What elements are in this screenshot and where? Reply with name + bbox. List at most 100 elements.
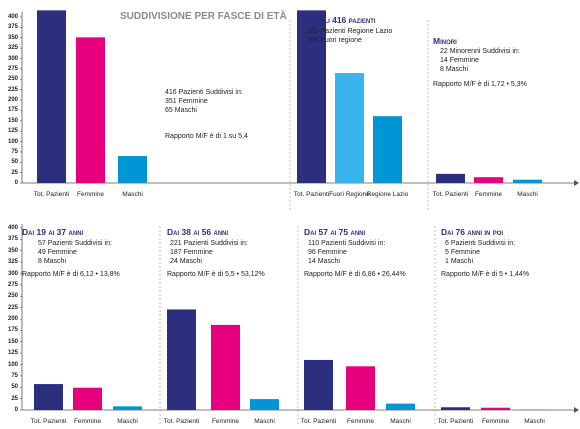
y-tick-label: 50 [11,159,18,166]
y-tick-label: 25 [11,395,18,402]
x-tick-label: Fuori Regione [329,191,370,198]
y-tick-label: 375 [7,236,18,243]
bar [441,407,470,410]
x-tick-label: Femmine [346,418,375,425]
bar [297,10,326,183]
annotation: 65 Maschi [165,107,197,114]
y-tick-label: 325 [7,259,18,266]
y-tick-label: 350 [7,247,18,254]
annotation: 5 Femmine [445,249,481,256]
panel-heading: Dai 57 ai 75 anni [304,227,366,237]
y-tick-label: 350 [7,34,18,41]
y-tick-label: 75 [11,372,18,379]
annotation: 110 Pazienti Suddivisi in: [308,240,386,247]
ratio-note: Rapporto M/F è di 1 su 5,4 [165,133,248,140]
x-tick-label: Maschi [122,191,143,198]
y-tick-label: 400 [7,14,18,20]
y-tick-label: 225 [7,304,18,311]
y-tick-label: 125 [7,350,18,357]
y-tick-label: 75 [11,148,18,155]
y-tick-label: 0 [14,407,18,413]
y-tick-label: 100 [7,361,18,368]
panel-heading: Dai 76 anni in poi [441,227,504,237]
y-tick-label: 150 [7,338,18,345]
bar [113,406,142,410]
annotation: 351 Femmine [165,98,208,105]
bar [304,359,333,410]
annotation: 14 Maschi [308,258,340,265]
bar [346,366,375,410]
annotation: 265 Fuori regione [307,37,362,44]
y-tick-label: 200 [7,316,18,322]
ratio-note: Rapporto M/F è di 6,12 • 13,8% [22,271,120,278]
annotation: 8 Maschi [440,66,469,73]
y-tick-label: 300 [7,55,18,62]
bar [386,403,415,410]
y-tick-label: 400 [7,225,18,231]
x-tick-label: Tot. Pazienti [163,418,200,425]
y-tick-label: 50 [11,384,18,391]
annotation: 221 Pazienti Suddivisi in: [170,240,248,247]
x-tick-label: Maschi [254,418,275,425]
bar [167,309,196,410]
y-tick-label: 100 [7,138,18,145]
x-tick-label: Femmine [73,418,102,425]
bar [335,73,364,183]
x-tick-label: Femmine [481,418,510,425]
ratio-note: Rapporto M/F è di 1,72 • 5,3% [433,81,527,88]
x-tick-label: Tot. Pazienti [293,191,330,198]
y-tick-label: 150 [7,117,18,124]
x-tick-label: Tot. Pazienti [30,418,67,425]
ratio-note: Rapporto M/F è di 6,86 • 26,44% [304,271,406,278]
y-tick-label: 0 [14,180,18,186]
x-tick-label: Maschi [117,418,138,425]
panel-heading: Minori [433,36,457,46]
axis-arrow [574,407,579,413]
axis-arrow [574,180,579,186]
x-tick-label: Femmine [474,191,503,198]
annotation: 187 Femmine [170,249,213,256]
bar [250,399,279,410]
annotation: 1 Maschi [445,258,474,265]
y-tick-label: 200 [7,97,18,103]
x-tick-label: Maschi [524,418,545,425]
ratio-note: Rapporto M/F è di 5 • 1,44% [441,271,530,278]
annotation: 22 Minorenni Suddivisi in: [440,48,520,55]
bar [211,324,240,410]
bar [481,407,510,410]
x-tick-label: Tot. Pazienti [432,191,469,198]
annotation: 14 Femmine [440,57,479,64]
bar [34,384,63,410]
bar [73,387,102,410]
x-tick-label: Tot. Pazienti [33,191,70,198]
y-tick-label: 250 [7,293,18,300]
bar [76,37,105,184]
y-tick-label: 250 [7,76,18,83]
x-tick-label: Maschi [390,418,411,425]
annotation: 161 Pazienti Regione Lazio [307,28,393,35]
annotation: 96 Femmine [308,249,347,256]
bar [373,116,402,183]
x-tick-label: Tot. Pazienti [437,418,474,425]
annotation: 6 Pazienti Suddivisi in: [445,240,516,247]
annotation: 416 Pazienti Suddivisi in: [165,89,243,96]
y-tick-label: 375 [7,24,18,31]
bar [436,173,465,183]
annotation: 24 Maschi [170,258,202,265]
panel-heading: Dai 19 ai 37 anni [22,227,84,237]
panel-heading: Totali 416 pazienti [307,15,376,25]
bar [118,156,147,183]
y-tick-label: 125 [7,128,18,135]
x-tick-label: Maschi [517,191,538,198]
ratio-note: Rapporto M/F è di 5,5 • 53,12% [167,271,265,278]
y-tick-label: 175 [7,107,18,114]
y-tick-label: 225 [7,86,18,93]
y-tick-label: 25 [11,169,18,176]
y-tick-label: 325 [7,45,18,52]
annotation: 8 Maschi [38,258,67,265]
x-tick-label: Femmine [211,418,240,425]
bar [513,179,542,183]
separators [159,20,436,425]
